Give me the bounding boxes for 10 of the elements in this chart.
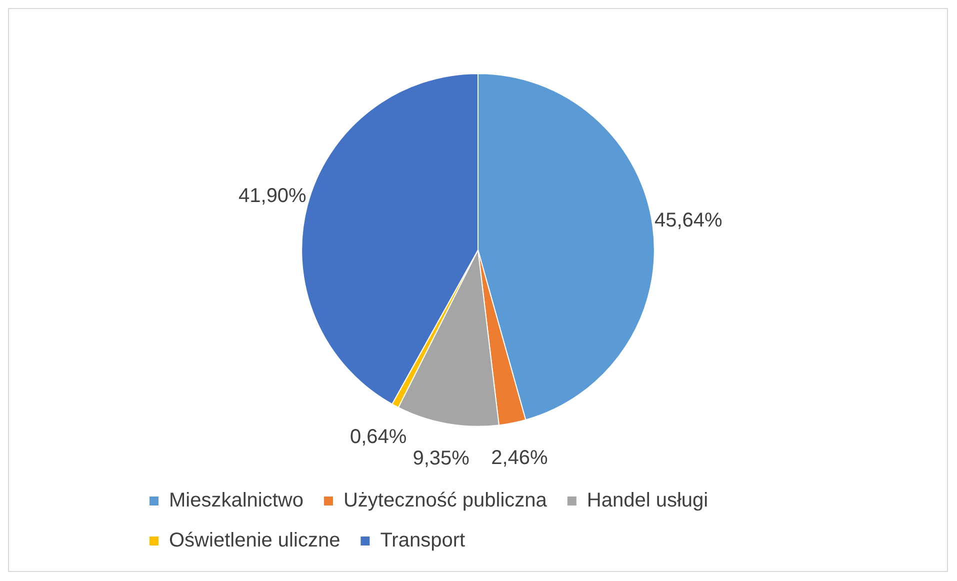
legend-label: Mieszkalnictwo xyxy=(169,490,304,512)
data-label: 45,64% xyxy=(654,210,723,232)
legend-label: Transport xyxy=(380,530,466,552)
legend-label: Oświetlenie uliczne xyxy=(169,530,340,552)
legend-label: Handel usługi xyxy=(586,490,708,512)
data-label: 0,64% xyxy=(350,426,407,448)
data-label: 41,90% xyxy=(238,185,307,208)
data-label: 2,46% xyxy=(491,446,548,469)
data-label: 9,35% xyxy=(412,448,470,470)
legend-label: Użyteczność publiczna xyxy=(343,490,548,512)
